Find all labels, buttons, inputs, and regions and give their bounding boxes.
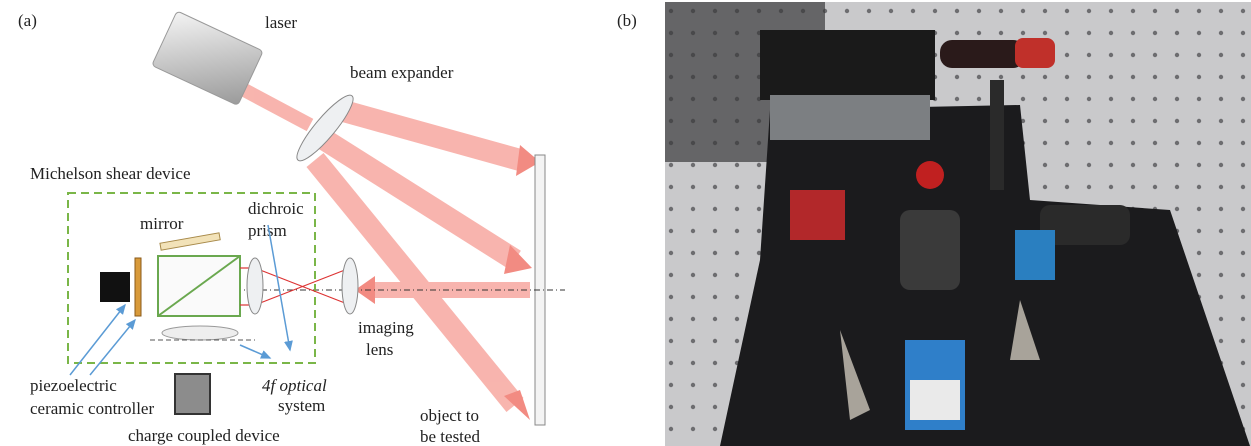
object-label: be tested [420, 427, 480, 446]
imaging-lens-label: imaging [358, 318, 414, 337]
laser-label: laser [265, 13, 297, 32]
ccd-label: charge coupled device [128, 426, 280, 445]
panel-label: (a) [18, 11, 37, 30]
panel-b: (b) [617, 2, 1251, 446]
piezo-label: piezoelectric [30, 376, 117, 395]
prism-label: dichroic [248, 199, 304, 218]
panel-label: (b) [617, 11, 637, 30]
mirror-label: mirror [140, 214, 184, 233]
michelson-label: Michelson shear device [30, 164, 191, 183]
beam-expander-label: beam expander [350, 63, 454, 82]
imaging-lens-label: lens [366, 340, 393, 359]
lens [162, 326, 238, 340]
optical-system-label: system [278, 396, 325, 415]
ccd [175, 374, 210, 414]
prism-label: prism [248, 221, 287, 240]
figure: (a) laser beam expander object to be tes… [0, 0, 1251, 446]
panel-a: (a) laser beam expander object to be tes… [18, 11, 565, 446]
imaging-lens [342, 258, 358, 314]
lens [247, 258, 263, 314]
ccd-small [100, 272, 130, 302]
optical-system-label: 4f optical [262, 376, 327, 395]
mirror [160, 233, 220, 250]
object-label: object to [420, 406, 479, 425]
piezo-label: ceramic controller [30, 399, 154, 418]
piezo [135, 258, 141, 316]
